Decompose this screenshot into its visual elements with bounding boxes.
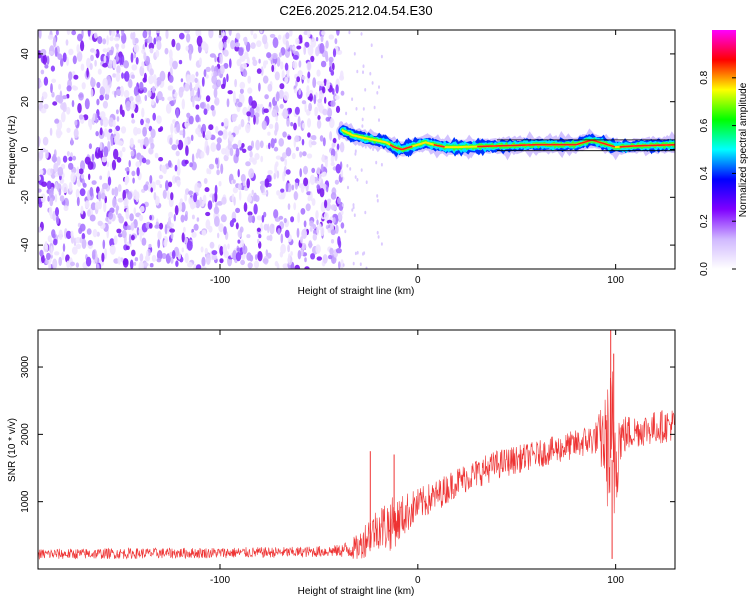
- spectrogram-x-axis-label: Height of straight line (km): [298, 286, 415, 297]
- colorbar-tick-label: 0.0: [699, 262, 710, 276]
- snr-x-tick-label: 0: [415, 575, 421, 586]
- snr-x-tick-label: 100: [607, 575, 624, 586]
- snr-x-axis-label: Height of straight line (km): [298, 586, 415, 597]
- colorbar-tick-label: 0.4: [699, 166, 710, 180]
- figure-title: C2E6.2025.212.04.54.E30: [279, 3, 432, 18]
- snr-y-axis-label: SNR (10 * v/v): [7, 418, 18, 482]
- spectrogram-y-axis-label: Frequency (Hz): [7, 116, 18, 185]
- snr-y-ticks: 1000 2000 3000: [20, 355, 675, 513]
- spectrogram-y-tick-label: 20: [20, 96, 31, 108]
- spectrogram-x-tick-label: -100: [210, 275, 230, 286]
- snr-marks: [38, 330, 675, 560]
- snr-panel: -100 0 100 1000 2000 3000 Height of straight…: [7, 329, 676, 597]
- snr-x-ticks: -100 0 100: [210, 330, 624, 586]
- spectrogram-y-tick-label: -20: [20, 190, 31, 205]
- spectrogram-y-tick-label: -40: [20, 237, 31, 252]
- noise-region: [38, 30, 383, 269]
- spectrogram-marks: [38, 30, 675, 269]
- spectrogram-y-tick-label: 0: [20, 146, 31, 152]
- snr-x-tick-label: -100: [210, 575, 230, 586]
- colorbar-tick-label: 0.8: [699, 70, 710, 84]
- snr-y-tick-label: 3000: [20, 355, 31, 378]
- spectrogram-y-tick-label: 40: [20, 48, 31, 60]
- spectrogram-x-ticks: -100 0 100: [210, 30, 624, 286]
- snr-y-tick-label: 1000: [20, 490, 31, 513]
- colorbar-tick-label: 0.2: [699, 214, 710, 228]
- colorbar-tick-label: 0.6: [699, 118, 710, 132]
- snr-y-tick-label: 2000: [20, 423, 31, 446]
- snr-frame: [37, 329, 676, 570]
- snr-series-line: [38, 371, 675, 560]
- colorbar-gradient: [712, 30, 736, 269]
- colorbar: 0.0 0.2 0.4 0.6 0.8 Normalized spectral ampl…: [699, 30, 749, 276]
- spectrogram-y-ticks: -40 -20 0 20 40: [20, 48, 675, 252]
- spectrogram-x-tick-label: 100: [607, 275, 624, 286]
- spectrogram-x-tick-label: 0: [415, 275, 421, 286]
- colorbar-ticks: 0.0 0.2 0.4 0.6 0.8: [699, 70, 736, 276]
- colorbar-label: Normalized spectral amplitude: [738, 82, 749, 217]
- signal-track: [336, 122, 675, 161]
- spectrogram-panel: -100 0 100 -40 -20 0 20 40 Height of straight …: [7, 29, 676, 297]
